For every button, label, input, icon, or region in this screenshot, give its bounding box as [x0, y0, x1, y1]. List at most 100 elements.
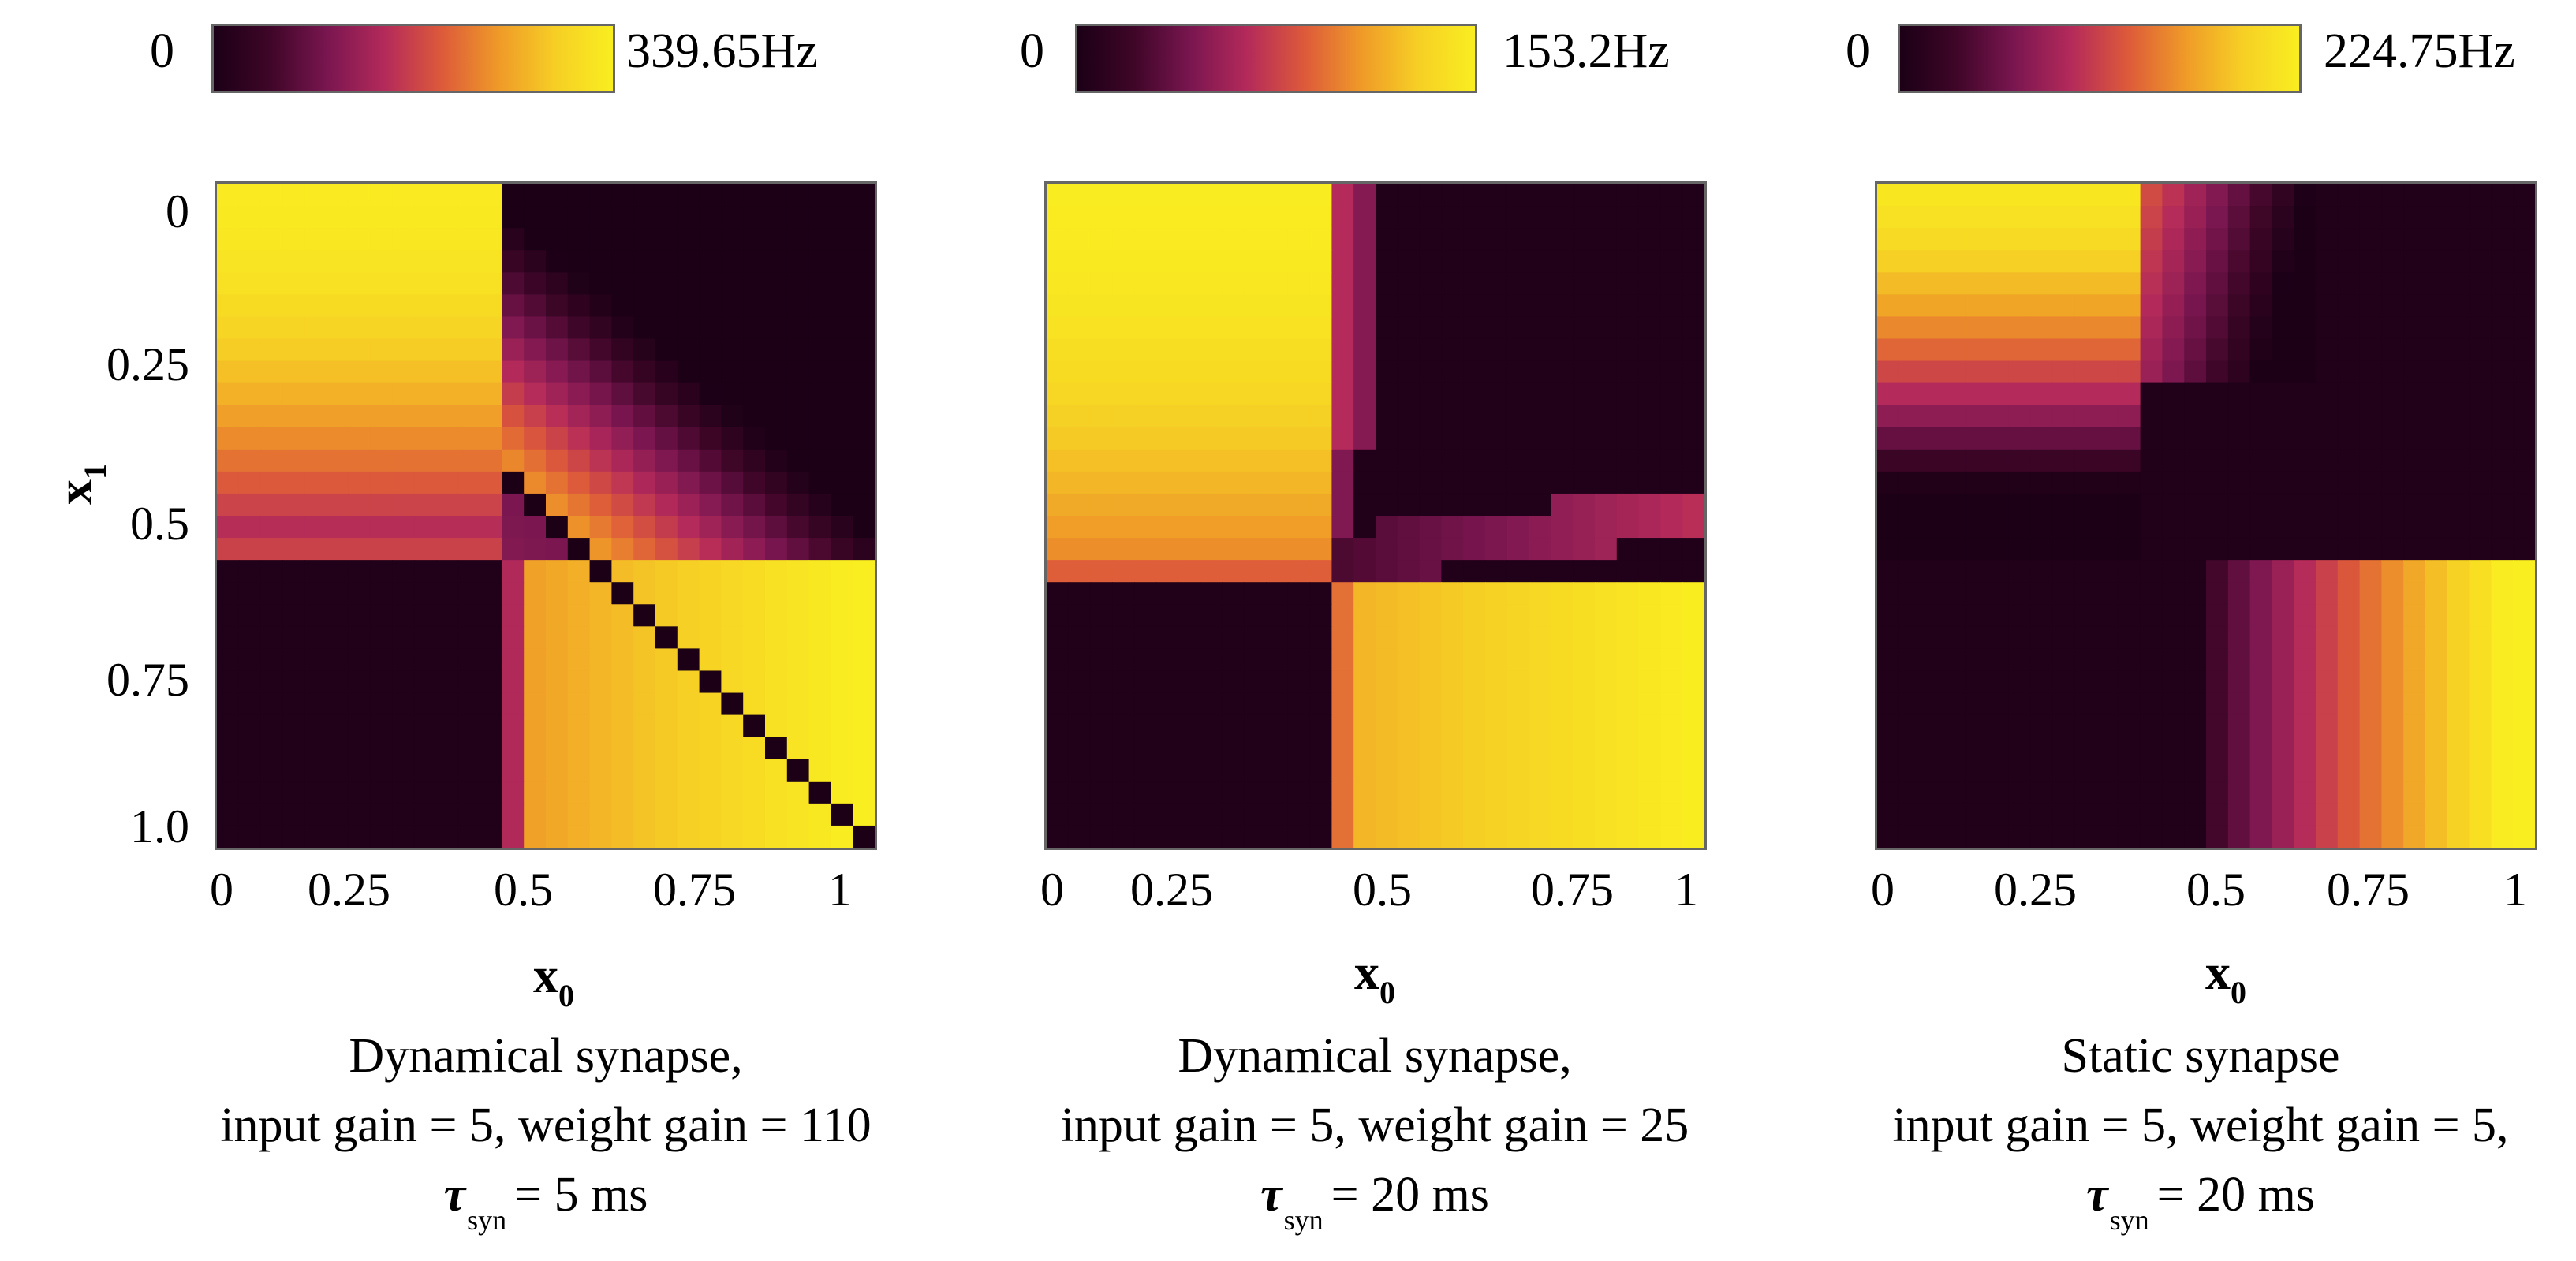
heatmap-cell	[786, 228, 810, 251]
heatmap-cell	[1898, 604, 1922, 627]
heatmap-cell	[2096, 294, 2119, 317]
heatmap-cell	[217, 825, 240, 848]
heatmap-cell	[1156, 316, 1179, 340]
heatmap-cell	[1222, 604, 1245, 627]
heatmap-cell	[1898, 316, 1922, 340]
heatmap-cell	[2403, 759, 2426, 782]
heatmap-cell	[765, 825, 788, 848]
heatmap-cell	[1353, 294, 1376, 317]
heatmap-cell	[2447, 626, 2470, 649]
heatmap-cell	[2425, 294, 2448, 317]
heatmap-cell	[1047, 803, 1070, 826]
heatmap-cell	[1660, 184, 1683, 207]
heatmap-cell	[2096, 626, 2119, 649]
heatmap-cell	[1244, 560, 1267, 583]
heatmap-cell	[1529, 360, 1551, 384]
heatmap-cell	[238, 781, 262, 804]
heatmap-cell	[1682, 516, 1704, 539]
heatmap-cell	[2249, 382, 2272, 406]
heatmap-cell	[1353, 538, 1376, 561]
heatmap-cell	[2425, 582, 2448, 605]
heatmap-cell	[1463, 338, 1486, 362]
heatmap-cell	[524, 184, 547, 207]
heatmap-cell	[1353, 737, 1376, 760]
heatmap-cell	[1573, 449, 1596, 472]
heatmap-cell	[2096, 405, 2119, 428]
heatmap-cell	[1331, 648, 1354, 672]
heatmap-cell	[655, 206, 678, 229]
heatmap-cell	[765, 560, 788, 583]
heatmap-cell	[589, 626, 612, 649]
heatmap-cell	[1529, 626, 1551, 649]
heatmap-cell	[1266, 382, 1289, 406]
heatmap-cell	[1112, 360, 1135, 384]
heatmap-cell	[2316, 692, 2339, 716]
heatmap-cell	[677, 626, 700, 649]
heatmap-cell	[831, 294, 853, 317]
heatmap-cell	[1200, 538, 1223, 561]
heatmap-cell	[1376, 427, 1398, 450]
heatmap-cell	[611, 582, 634, 605]
heatmap-cell	[1353, 759, 1376, 782]
heatmap-cell	[1921, 803, 1943, 826]
heatmap-cell	[1178, 781, 1201, 804]
heatmap-cell	[765, 316, 788, 340]
heatmap-cell	[480, 714, 502, 738]
heatmap-cell	[2272, 493, 2294, 517]
heatmap-cell	[677, 560, 700, 583]
heatmap-cell	[808, 405, 831, 428]
heatmap-cell	[1156, 427, 1179, 450]
heatmap-cell	[1965, 405, 1988, 428]
heatmap-cell	[2140, 604, 2163, 627]
heatmap-cell	[1047, 427, 1070, 450]
heatmap-cell	[1331, 781, 1354, 804]
heatmap-cell	[304, 648, 327, 672]
heatmap-cell	[414, 538, 437, 561]
heatmap-cell	[1441, 294, 1464, 317]
heatmap-cell	[457, 626, 481, 649]
heatmap-cell	[1353, 228, 1376, 251]
heatmap-cell	[1898, 360, 1922, 384]
heatmap-cell	[1222, 714, 1245, 738]
heatmap-cell	[1397, 405, 1421, 428]
heatmap-cell	[1068, 803, 1092, 826]
heatmap-cell	[1244, 250, 1267, 273]
heatmap-cell	[1309, 670, 1332, 694]
heatmap-cell	[2074, 228, 2097, 251]
heatmap-cell	[699, 449, 722, 472]
heatmap-cell	[1898, 449, 1922, 472]
heatmap-cell	[2359, 670, 2382, 694]
heatmap-cell	[217, 560, 240, 583]
heatmap-cell	[2316, 604, 2339, 627]
heatmap-cell	[786, 582, 810, 605]
heatmap-cell	[502, 582, 525, 605]
heatmap-cell	[2184, 405, 2207, 428]
heatmap-cell	[1419, 250, 1442, 273]
heatmap-cell	[414, 670, 437, 694]
heatmap-cell	[1485, 759, 1508, 782]
heatmap-cell	[414, 449, 437, 472]
heatmap-cell	[457, 338, 481, 362]
heatmap-cell	[808, 781, 831, 804]
heatmap-cell	[2337, 759, 2361, 782]
heatmap-cell	[831, 405, 853, 428]
heatmap-cell	[655, 250, 678, 273]
heatmap-cell	[1573, 471, 1596, 494]
heatmap-cell	[1660, 272, 1683, 295]
heatmap-cell	[2491, 360, 2514, 384]
heatmap-cell	[2425, 560, 2448, 583]
heatmap-cell	[2074, 184, 2097, 207]
heatmap-cell	[2425, 184, 2448, 207]
heatmap-cell	[2227, 427, 2251, 450]
heatmap-cell	[1112, 316, 1135, 340]
heatmap-cell	[2337, 538, 2361, 561]
heatmap-cell	[2118, 360, 2141, 384]
heatmap-cell	[1987, 714, 2010, 738]
heatmap-cell	[2184, 692, 2207, 716]
heatmap-cell	[327, 714, 349, 738]
heatmap-cell	[655, 316, 678, 340]
heatmap-cell	[1419, 360, 1442, 384]
heatmap-cell	[2074, 471, 2097, 494]
heatmap-cell	[2359, 759, 2382, 782]
heatmap-cell	[2294, 184, 2317, 207]
